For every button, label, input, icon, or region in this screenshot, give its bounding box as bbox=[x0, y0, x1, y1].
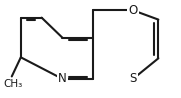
Text: O: O bbox=[128, 4, 138, 17]
Text: S: S bbox=[129, 72, 137, 85]
Text: CH₃: CH₃ bbox=[4, 79, 23, 89]
Text: N: N bbox=[58, 72, 67, 85]
